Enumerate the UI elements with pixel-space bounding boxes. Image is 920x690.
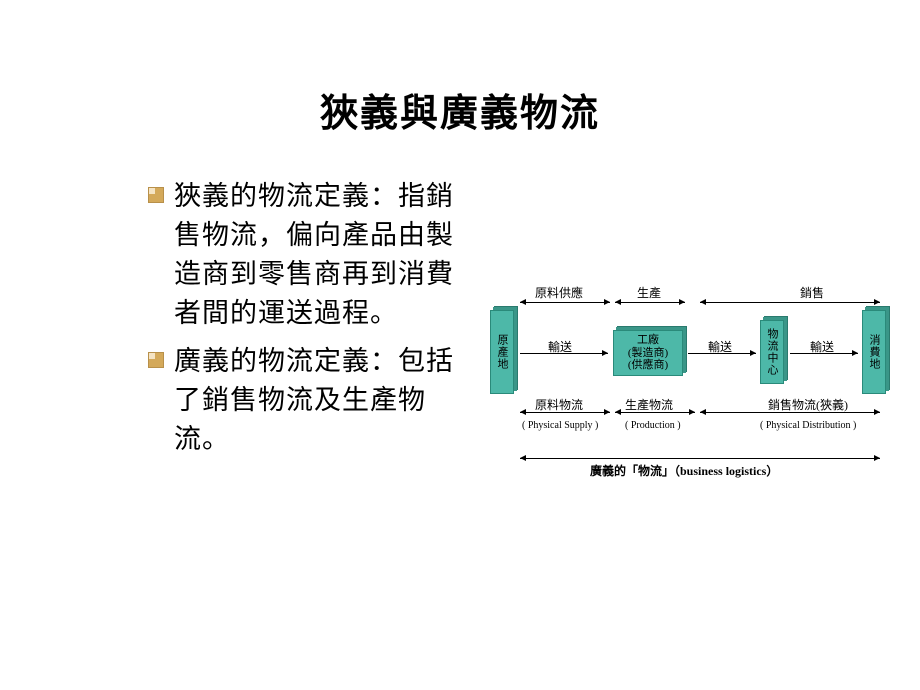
stage-label: 生產 [637, 284, 661, 301]
eng-label: ( Physical Distribution ) [760, 420, 856, 431]
bullet-icon [148, 187, 164, 203]
flow-label: 輸送 [708, 338, 732, 355]
bullet-text: 狹義的物流定義：指銷售物流，偏向產品由製造商到零售商再到消費者間的運送過程。 [174, 177, 458, 334]
diagram-caption: 廣義的「物流」（business logistics） [590, 462, 778, 479]
flow-label: 輸送 [548, 338, 572, 355]
flow-label: 輸送 [810, 338, 834, 355]
bullet-icon [148, 352, 164, 368]
list-item: 狹義的物流定義：指銷售物流，偏向產品由製造商到零售商再到消費者間的運送過程。 [148, 177, 458, 334]
eng-label: ( Production ) [625, 420, 681, 431]
eng-label: ( Physical Supply ) [522, 420, 598, 431]
node-consumer: 消費地 [862, 310, 886, 394]
category-label: 原料物流 [535, 396, 583, 413]
node-dc: 物流中心 [760, 320, 784, 384]
bullet-text: 廣義的物流定義：包括了銷售物流及生產物流。 [174, 342, 458, 459]
arrow [615, 302, 685, 303]
node-factory-label: 工廠(製造商)(供應商) [628, 334, 668, 372]
stage-label: 原料供應 [535, 284, 583, 301]
arrow [700, 302, 880, 303]
node-factory: 工廠(製造商)(供應商) [613, 330, 683, 376]
node-source: 原產地 [490, 310, 514, 394]
arrow [520, 458, 880, 459]
page-title: 狹義與廣義物流 [0, 0, 920, 137]
bullet-list: 狹義的物流定義：指銷售物流，偏向產品由製造商到零售商再到消費者間的運送過程。 廣… [148, 177, 458, 467]
stage-label: 銷售 [800, 284, 824, 301]
arrow [520, 302, 610, 303]
category-label: 銷售物流(狹義) [768, 396, 848, 413]
list-item: 廣義的物流定義：包括了銷售物流及生產物流。 [148, 342, 458, 459]
logistics-flowchart: 原料供應 生產 銷售 原產地 工廠(製造商)(供應商) 物流中心 消費地 輸送 … [480, 280, 900, 490]
category-label: 生產物流 [625, 396, 673, 413]
